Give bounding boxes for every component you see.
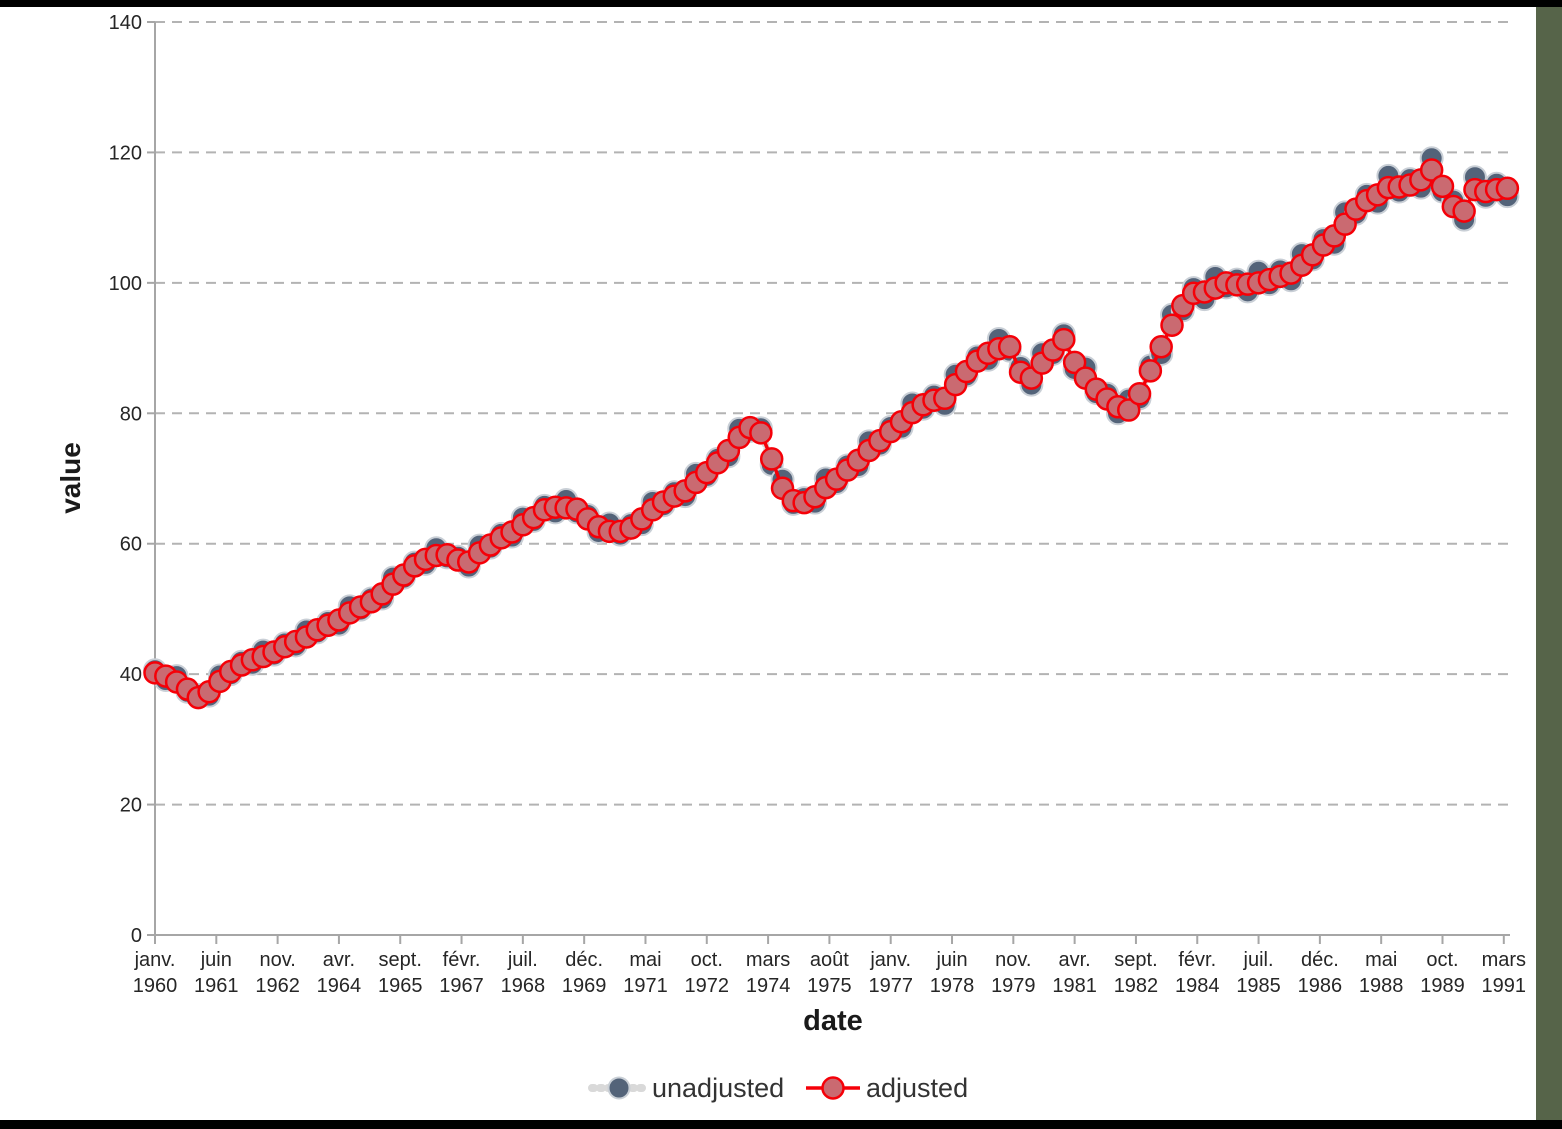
legend: unadjusted adjusted	[588, 1073, 968, 1103]
x-tick-label: mai 1971	[623, 949, 668, 997]
x-tick-label: févr. 1967	[439, 949, 484, 997]
axes	[154, 22, 1510, 944]
x-tick-label: juil. 1985	[1236, 949, 1281, 997]
x-tick-label: déc. 1986	[1298, 949, 1343, 997]
data-point-adjusted	[759, 447, 784, 471]
y-tick-label: 40	[120, 664, 142, 686]
x-tick-label: janv. 1960	[133, 949, 178, 997]
data-point-adjusted	[997, 335, 1022, 359]
y-tick-label: 0	[131, 925, 142, 947]
y-axis-tick-labels: 0 20 40 60 80 100 120 140	[109, 12, 142, 947]
right-border-bar	[1536, 7, 1562, 1120]
data-point-adjusted	[1149, 335, 1173, 359]
x-tick-label: août 1975	[807, 949, 852, 997]
x-tick-label: avr. 1964	[317, 949, 362, 997]
x-tick-label: févr. 1984	[1175, 949, 1220, 997]
x-tick-label: mars 1974	[746, 949, 791, 997]
x-tick-label: juil. 1968	[501, 949, 546, 997]
data-point-adjusted	[1138, 359, 1163, 383]
x-tick-label: mars 1991	[1482, 949, 1527, 997]
data-point-adjusted	[1430, 174, 1455, 199]
x-tick-label: janv. 1977	[868, 949, 913, 997]
data-point-adjusted	[1116, 398, 1141, 422]
legend-label-adjusted: adjusted	[866, 1073, 968, 1103]
unadjusted-marker-icon	[607, 1076, 631, 1100]
legend-label-unadjusted: unadjusted	[652, 1073, 784, 1103]
x-tick-label: sept. 1965	[378, 949, 423, 997]
data-point-adjusted	[1062, 350, 1087, 375]
data-point-adjusted	[1127, 381, 1152, 406]
y-tick-label: 20	[120, 795, 142, 817]
legend-item-adjusted: adjusted	[806, 1073, 968, 1103]
x-tick-label: avr. 1981	[1052, 949, 1097, 997]
x-axis-title: date	[803, 1005, 863, 1037]
x-tick-label: mai 1988	[1359, 949, 1404, 997]
data-point-adjusted	[1452, 199, 1476, 223]
x-tick-label: nov. 1979	[991, 949, 1036, 997]
adjusted-marker-icon	[821, 1076, 845, 1100]
data-point-adjusted	[1052, 327, 1076, 352]
y-tick-label: 80	[120, 403, 142, 425]
data-point-adjusted	[1419, 158, 1444, 182]
x-tick-label: nov. 1962	[255, 949, 300, 997]
gridlines	[147, 21, 1510, 936]
x-tick-label: juin 1978	[930, 949, 975, 997]
legend-item-unadjusted: unadjusted	[588, 1073, 784, 1103]
y-tick-label: 120	[109, 142, 142, 164]
y-tick-label: 100	[109, 273, 142, 295]
data-point-adjusted	[1495, 176, 1520, 201]
data-point-adjusted	[749, 421, 773, 445]
x-tick-label: juin 1961	[194, 949, 239, 997]
y-tick-label: 60	[120, 534, 142, 556]
x-tick-label: déc. 1969	[562, 949, 607, 997]
y-tick-label: 140	[109, 12, 142, 34]
series-adjusted	[143, 158, 1520, 710]
x-tick-label: oct. 1989	[1420, 949, 1465, 997]
x-axis-tick-labels: janv. 1960 juin 1961 nov. 1962 avr. 1964 sept. 19…	[133, 949, 1526, 997]
x-tick-label: oct. 1972	[685, 949, 730, 997]
x-tick-label: sept. 1982	[1114, 949, 1159, 997]
y-axis-title: value	[55, 442, 86, 514]
data-point-adjusted	[1160, 313, 1184, 337]
bottom-border-bar	[0, 1120, 1562, 1129]
top-border-bar	[0, 0, 1562, 7]
